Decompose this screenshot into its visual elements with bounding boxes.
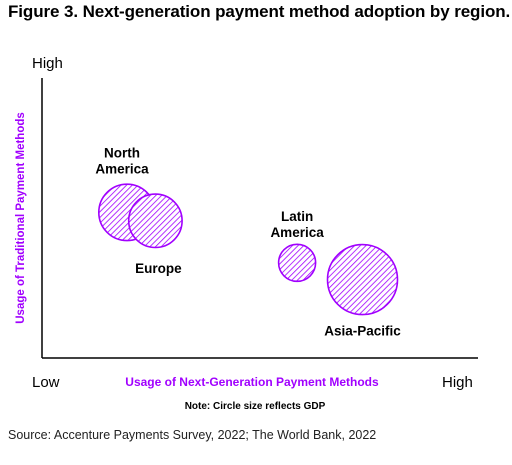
figure-title: Figure 3. Next-generation payment method…	[8, 2, 511, 21]
bubble-label-europe: Europe	[135, 261, 182, 276]
bubble-asia-pacific	[326, 243, 399, 316]
bubble-label-group: North America Europe Latin America Asia-Pacif…	[95, 145, 401, 338]
chart-note: Note: Circle size reflects GDP	[185, 401, 326, 412]
bubble-group	[98, 183, 399, 316]
x-tick-low: Low	[32, 374, 60, 391]
source-note: Source: Accenture Payments Survey, 2022;…	[8, 428, 377, 442]
bubble-label-asia-pacific: Asia-Pacific	[324, 324, 401, 339]
x-tick-high: High	[442, 374, 473, 391]
bubble-label-north-america: North America	[95, 145, 149, 176]
y-axis-label: Usage of Traditional Payment Methods	[15, 112, 27, 324]
y-tick-high: High	[32, 55, 63, 72]
bubble-latin-america	[277, 243, 317, 283]
bubble-label-latin-america: Latin America	[270, 209, 324, 240]
x-axis-label: Usage of Next-Generation Payment Methods	[125, 375, 379, 389]
bubble-europe	[127, 193, 183, 249]
